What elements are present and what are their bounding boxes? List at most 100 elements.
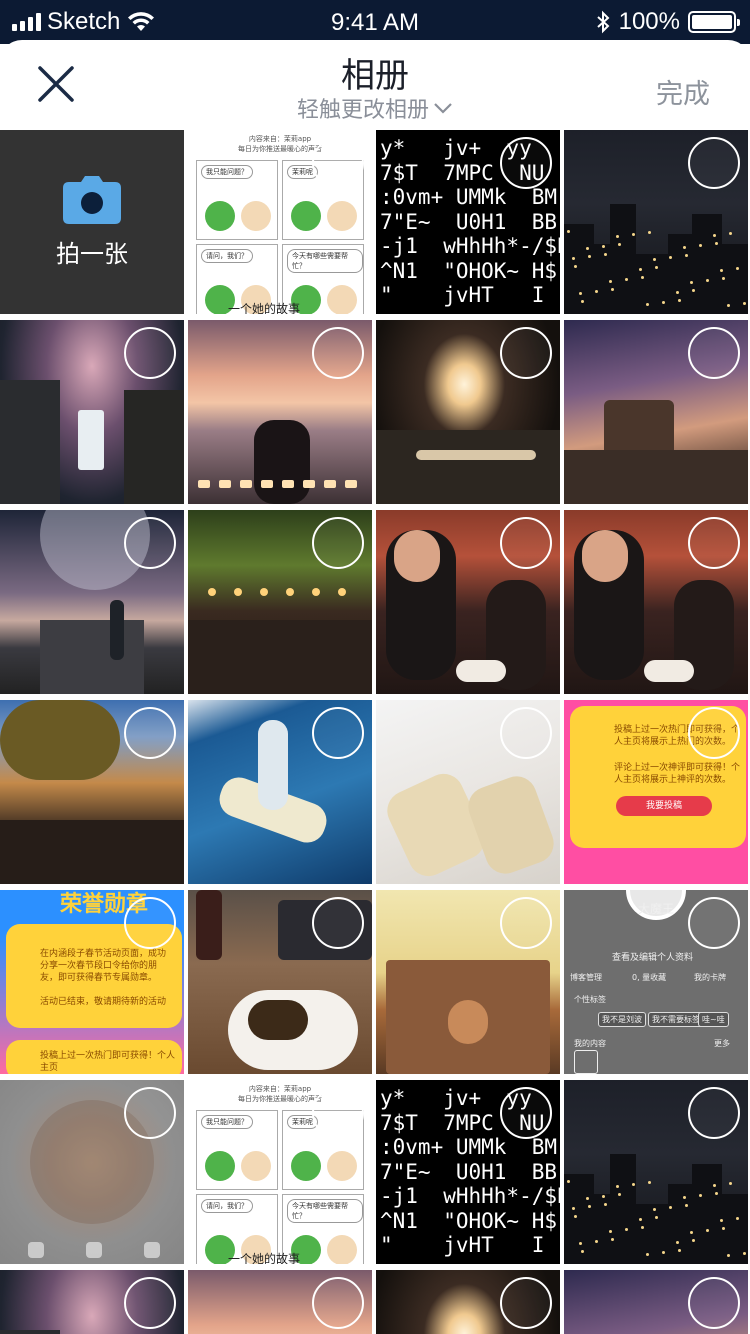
select-checkbox[interactable] [688,517,740,569]
status-bar: Sketch 9:41 AM 100% [0,0,750,44]
promo-submit-button: 我要投稿 [616,796,712,816]
select-checkbox[interactable] [500,517,552,569]
photo-thumbnail[interactable]: 大魔王 查看及编辑个人资料 博客管理 0, 量收藏 我的卡牌 个性标签 我不是刘波 我不需要标… [564,890,748,1074]
building-silhouette [634,254,668,314]
select-checkbox[interactable] [500,327,552,379]
city-light [639,1218,642,1221]
city-light [611,1238,614,1241]
city-light [722,277,725,280]
city-light [706,1229,709,1232]
select-checkbox[interactable] [312,1277,364,1329]
photo-thumbnail[interactable]: 内容来自：茉莉app 每日为你推送最暖心的声音 我只能问题？ 茉莉呢 请问，我们？ 今天有… [188,1080,372,1264]
photo-thumbnail[interactable] [564,1270,748,1334]
city-light [625,278,628,281]
profile-content-title: 我的内容 [574,1038,606,1049]
photo-thumbnail[interactable]: y* jv+ yy 7$T 7MPC NU :0vm+ UMMk BM 7"E~… [376,1080,560,1264]
city-light [632,1183,635,1186]
select-checkbox[interactable] [312,707,364,759]
comic-character [327,285,357,314]
building-silhouette [590,244,612,314]
city-light [715,1192,718,1195]
bottle [196,890,222,960]
photo-thumbnail[interactable] [564,1080,748,1264]
photo-thumbnail[interactable] [188,890,372,1074]
comic-character [327,201,357,231]
photo-thumbnail[interactable] [188,1270,372,1334]
profile-tag: 哇~哇 [698,1012,729,1027]
photo-thumbnail[interactable]: 荣誉勋章 在内涵段子春节活动页面，成功分享一次春节段口令给你的朋友，即可获得春节专… [0,890,184,1074]
person-face [394,530,440,582]
select-checkbox[interactable] [312,1087,364,1139]
take-photo-tile[interactable]: 拍一张 [0,130,184,314]
change-album-label: 轻触更改相册 [297,92,429,124]
photo-thumbnail[interactable] [376,320,560,504]
food [248,1000,308,1040]
city-light [736,1217,739,1220]
building-silhouette [692,1164,722,1264]
select-checkbox[interactable] [688,897,740,949]
photo-thumbnail[interactable] [0,320,184,504]
photo-thumbnail[interactable] [0,700,184,884]
select-checkbox[interactable] [500,1277,552,1329]
select-checkbox[interactable] [500,137,552,189]
photo-thumbnail[interactable] [0,1080,184,1264]
city-light [602,245,605,248]
photo-thumbnail[interactable] [376,510,560,694]
select-checkbox[interactable] [688,1087,740,1139]
select-checkbox[interactable] [124,707,176,759]
photo-thumbnail[interactable] [188,700,372,884]
photo-thumbnail[interactable] [376,700,560,884]
select-checkbox[interactable] [500,897,552,949]
select-checkbox[interactable] [312,327,364,379]
done-button[interactable]: 完成 [656,72,710,111]
select-checkbox[interactable] [312,517,364,569]
page-title: 相册 [0,48,750,97]
city-light [743,302,746,305]
select-checkbox[interactable] [500,1087,552,1139]
photo-thumbnail[interactable] [0,1270,184,1334]
photo-thumbnail[interactable] [564,320,748,504]
comic-bubble: 我只能问题？ [201,1115,253,1129]
select-checkbox[interactable] [124,517,176,569]
select-checkbox[interactable] [688,707,740,759]
bone [463,771,560,880]
city-light [609,1230,612,1233]
profile-stat: 0, 量收藏 [632,972,666,983]
person-face [582,530,628,582]
photo-thumbnail[interactable] [0,510,184,694]
toolbar-icon [28,1242,44,1258]
candle-light [324,480,336,488]
select-checkbox[interactable] [124,1277,176,1329]
select-checkbox[interactable] [688,137,740,189]
select-checkbox[interactable] [500,707,552,759]
promo-text: 评论上过一次神评即可获得！个人主页将展示上神评的次数。 [614,762,740,786]
select-checkbox[interactable] [124,1087,176,1139]
select-checkbox[interactable] [688,327,740,379]
city-light [586,1197,589,1200]
photo-thumbnail[interactable] [188,320,372,504]
profile-add-button [574,1050,598,1074]
city-light [579,1242,582,1245]
couple-silhouette [254,420,310,504]
waterfall [78,410,104,470]
camera-tile-label: 拍一张 [56,234,128,269]
photo-thumbnail[interactable] [564,510,748,694]
select-checkbox[interactable] [124,327,176,379]
photo-thumbnail[interactable]: 投稿上过一次热门即可获得，个人主页将展示上热门的次数。 评论上过一次神评即可获得！… [564,700,748,884]
city-light [699,1194,702,1197]
photo-thumbnail[interactable] [376,1270,560,1334]
photo-thumbnail[interactable]: 内容来自：茉莉app 每日为你推送最暖心的声音 我只能问题？ 茉莉呢 请问，我们？ 今天有… [188,130,372,314]
change-album-button[interactable]: 轻触更改相册 [0,92,750,124]
photo-thumbnail[interactable] [188,510,372,694]
select-checkbox[interactable] [124,897,176,949]
photo-thumbnail[interactable]: y* jv+ yy 7$T 7MPC NU :0vm+ UMMk BM 7"E~… [376,130,560,314]
city-light [616,235,619,238]
city-light [713,234,716,237]
select-checkbox[interactable] [312,897,364,949]
photo-thumbnail[interactable] [376,890,560,1074]
comic-footer: 一个她的故事 [228,300,300,314]
select-checkbox[interactable] [688,1277,740,1329]
photo-thumbnail[interactable] [564,130,748,314]
city-light [588,1205,591,1208]
select-checkbox[interactable] [312,137,364,189]
